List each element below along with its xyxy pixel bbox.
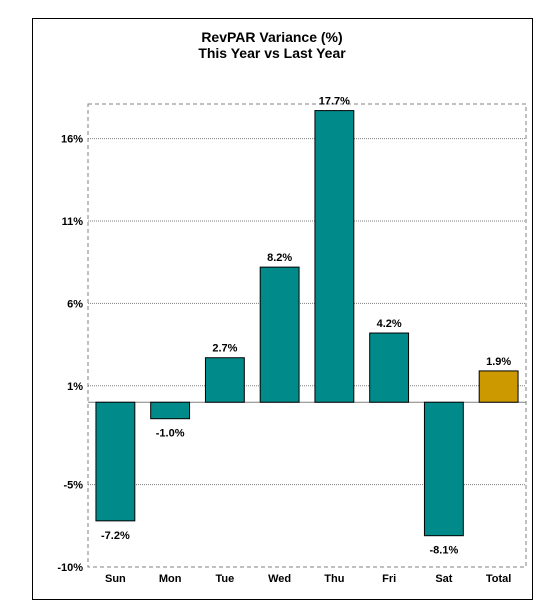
- bar-sun: [95, 401, 136, 522]
- x-tick-label: Tue: [216, 573, 235, 585]
- data-label: -8.1%: [430, 545, 459, 557]
- data-label: 8.2%: [267, 252, 292, 264]
- x-tick-label: Total: [486, 573, 511, 585]
- y-tick-label: 6%: [67, 298, 83, 310]
- data-label: 2.7%: [212, 343, 237, 355]
- x-tick-label: Wed: [268, 573, 291, 585]
- x-tick-label: Thu: [324, 573, 344, 585]
- bar-fri: [369, 332, 410, 403]
- y-tick-label: 1%: [67, 381, 83, 393]
- x-tick-label: Sun: [105, 573, 126, 585]
- chart-subtitle: This Year vs Last Year: [198, 45, 346, 61]
- y-tick-label: -5%: [63, 480, 83, 492]
- data-label: -1.0%: [156, 428, 185, 440]
- bar-mon: [150, 401, 191, 420]
- data-label: 4.2%: [377, 318, 402, 330]
- bar-wed: [259, 266, 300, 403]
- chart-title: RevPAR Variance (%): [201, 29, 343, 45]
- bar-sat: [423, 401, 464, 537]
- y-tick-label: 16%: [61, 134, 83, 146]
- x-tick-label: Sat: [435, 573, 452, 585]
- bar-tue: [204, 357, 245, 403]
- labels: -10% -5% 1% 6% 11% 16% -7.2% Sun -1.0% Mon 2.7% Tue…: [57, 96, 511, 585]
- y-tick-label: 11%: [62, 216, 84, 228]
- x-tick-label: Fri: [382, 573, 396, 585]
- x-tick-label: Mon: [159, 573, 182, 585]
- data-label: -7.2%: [101, 530, 130, 542]
- bars: [95, 110, 519, 537]
- plot-area: [87, 103, 527, 568]
- y-tick-label: -10%: [57, 562, 83, 574]
- bar-thu: [314, 110, 355, 403]
- bar-total: [478, 370, 519, 403]
- data-label: 1.9%: [486, 356, 511, 368]
- data-label: 17.7%: [319, 96, 350, 108]
